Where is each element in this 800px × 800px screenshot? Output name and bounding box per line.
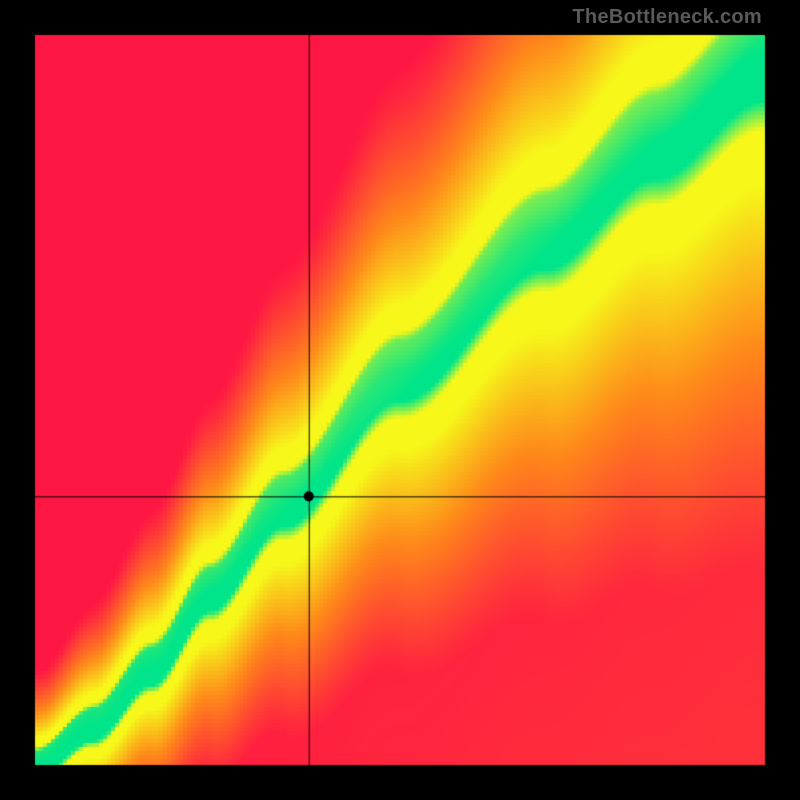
watermark-text: TheBottleneck.com — [572, 6, 762, 29]
bottleneck-heatmap — [0, 0, 800, 800]
chart-container: TheBottleneck.com — [0, 0, 800, 800]
